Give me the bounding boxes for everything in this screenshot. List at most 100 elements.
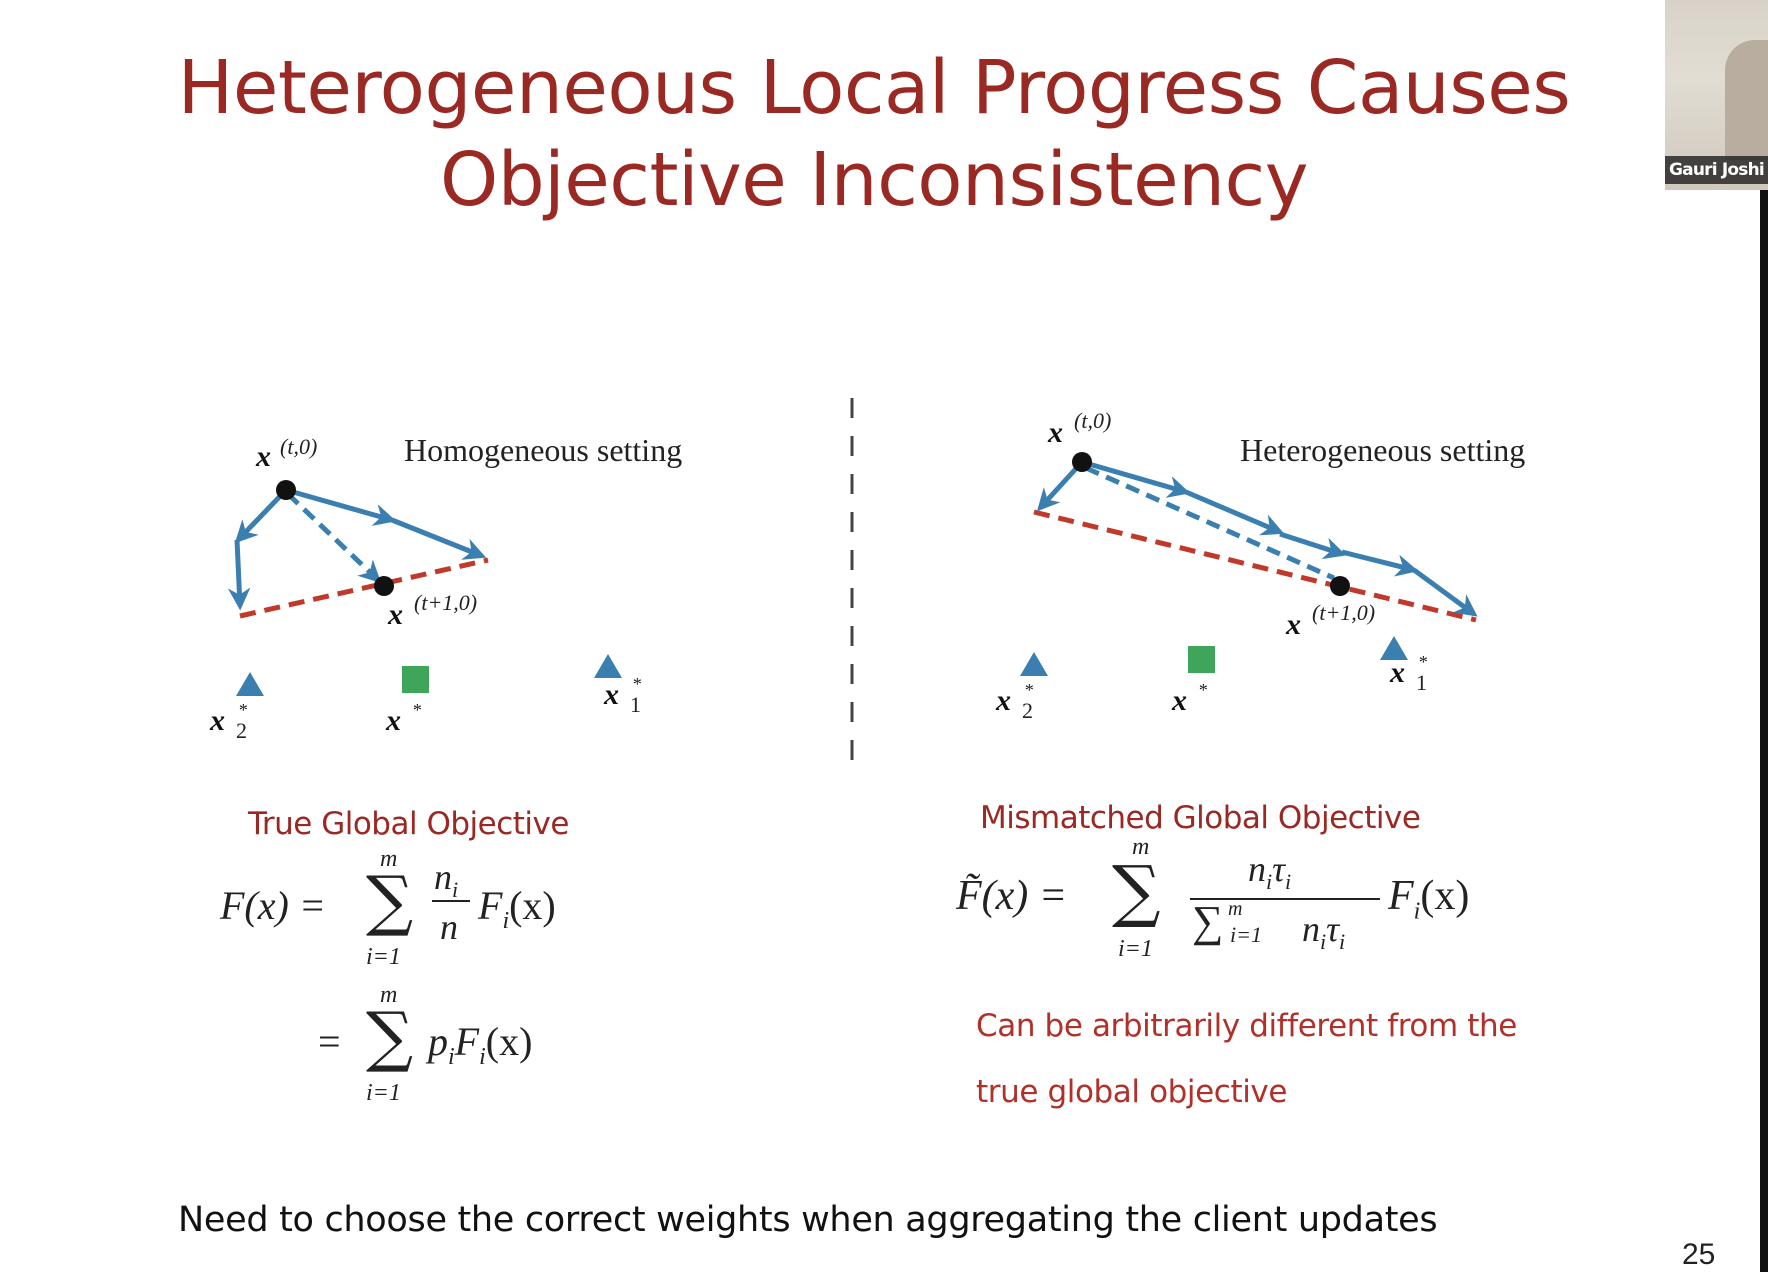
left-opt1-marker: [594, 654, 622, 678]
right-opt1-sup: *: [1418, 652, 1427, 672]
true-objective-term2-sub: i: [448, 1044, 455, 1070]
right-arrow: [1081, 459, 1191, 498]
mismatched-objective-lhs: F̃(x) =: [956, 873, 1068, 919]
left-global-label: x: [386, 704, 401, 737]
note-line2: true global objective: [976, 1074, 1288, 1110]
left-setting-label: Homogeneous setting: [404, 432, 683, 468]
diagram: [227, 398, 1478, 768]
right-opt2-sub: 2: [1022, 698, 1033, 723]
right-arrow: [1341, 549, 1419, 577]
left-arrow: [234, 488, 288, 544]
true-objective-sum-symbol: ∑: [366, 862, 414, 939]
webcam-thumbnail[interactable]: Gauri Joshi: [1665, 0, 1768, 190]
slide-title-line1: Heterogeneous Local Progress Causes: [177, 45, 1571, 131]
true-objective-sum2-top: m: [380, 982, 398, 1008]
mismatched-objective-frac-den-sub: i: [1320, 929, 1327, 955]
true-objective-sum-top: m: [380, 846, 398, 872]
true-objective-sum2-symbol: ∑: [366, 998, 414, 1075]
mismatched-objective-frac-num-sub: i: [1266, 869, 1273, 895]
left-start-sup: (t,0): [280, 434, 318, 459]
left-next-label: x: [388, 598, 403, 631]
left-next-point: [374, 576, 394, 596]
true-objective-frac-den: n: [440, 907, 458, 947]
left-opt1-sup: *: [632, 674, 641, 694]
right-next-label: x: [1286, 608, 1301, 641]
left-dashed-arrow: [286, 492, 382, 584]
left-opt2-label: x: [210, 704, 225, 737]
true-objective-term: Fi(x): [478, 883, 556, 934]
true-objective-term2: piFi(x): [428, 1019, 533, 1070]
left-opt2-marker: [236, 672, 264, 696]
mismatched-objective-frac-den-tau: τ: [1326, 909, 1340, 949]
left-opt2-sub: 2: [236, 718, 247, 743]
true-objective-frac-num: ni: [434, 857, 459, 903]
true-objective-term2-f: F: [454, 1019, 480, 1064]
right-arrow: [1036, 460, 1084, 512]
true-objective-term-sub: i: [502, 908, 510, 934]
mismatched-objective-den-sum-symbol: ∑: [1192, 897, 1224, 946]
slide-title: Heterogeneous Local Progress Causes Obje…: [0, 42, 1748, 226]
mismatched-objective-sum-top: m: [1132, 834, 1150, 860]
right-global-marker: [1188, 646, 1215, 673]
mismatched-objective-term: Fi(x): [1388, 873, 1470, 925]
right-global-sup: *: [1198, 680, 1207, 700]
true-objective-term-arg: (x): [509, 883, 556, 928]
true-objective-term2-arg: (x): [485, 1019, 533, 1064]
left-next-sup: (t+1,0): [414, 590, 478, 615]
mismatched-objective-frac-den-tau-sub: i: [1339, 929, 1346, 955]
slide-title-line2: Objective Inconsistency: [439, 137, 1309, 223]
left-panel-diagram: [227, 480, 622, 696]
mismatched-objective-den-sum-bottom: i=1: [1230, 922, 1262, 947]
mismatched-objective-den-sum-top: m: [1228, 898, 1243, 920]
left-opt1-sub: 1: [630, 692, 641, 717]
mismatched-objective-frac-den: niτi: [1302, 909, 1346, 955]
true-objective-frac-bar: [432, 900, 470, 902]
right-start-point: [1072, 452, 1092, 472]
mismatched-objective-sum-bottom: i=1: [1118, 936, 1153, 962]
mismatched-objective-label: Mismatched Global Objective: [980, 800, 1421, 836]
left-start-label: x: [256, 440, 271, 473]
mismatched-objective-frac-num: niτi: [1248, 849, 1292, 895]
right-global-label: x: [1172, 684, 1187, 717]
true-objective-sum2-bottom: i=1: [366, 1080, 401, 1106]
bottom-takeaway: Need to choose the correct weights when …: [178, 1200, 1438, 1240]
mismatched-objective-term-sub: i: [1413, 898, 1421, 925]
webcam-person: [1725, 40, 1768, 160]
true-objective-label: True Global Objective: [248, 806, 569, 842]
note-line1: Can be arbitrarily different from the: [976, 1008, 1517, 1044]
left-arrow: [227, 539, 251, 611]
left-global-sup: *: [412, 700, 421, 720]
right-opt1-label: x: [1390, 656, 1405, 689]
right-opt1-marker: [1380, 636, 1408, 660]
true-objective-term2-f-sub: i: [479, 1044, 486, 1070]
true-objective-sum-bottom: i=1: [366, 944, 401, 970]
right-opt1-sub: 1: [1416, 670, 1427, 695]
right-opt2-sup: *: [1024, 680, 1033, 700]
right-opt2-label: x: [996, 684, 1011, 717]
left-red-dashed-line: [239, 557, 489, 619]
right-start-sup: (t,0): [1074, 408, 1112, 433]
left-arrow: [391, 517, 487, 560]
right-panel-diagram: [1020, 452, 1478, 676]
mismatched-objective-sum-symbol: ∑: [1112, 852, 1161, 931]
right-opt2-marker: [1020, 652, 1048, 676]
mismatched-objective-frac-bar: [1190, 898, 1380, 900]
right-start-label: x: [1048, 416, 1063, 449]
page-number: 25: [1682, 1238, 1716, 1271]
left-arrow: [285, 487, 397, 526]
right-arrow: [1412, 567, 1478, 617]
left-start-point: [276, 480, 296, 500]
mismatched-objective-frac-num-tau-sub: i: [1285, 869, 1292, 895]
webcam-name: Gauri Joshi: [1665, 156, 1768, 184]
right-next-sup: (t+1,0): [1312, 600, 1376, 625]
right-next-point: [1330, 576, 1350, 596]
left-opt2-sup: *: [238, 700, 247, 720]
left-opt1-label: x: [604, 678, 619, 711]
left-global-marker: [402, 666, 429, 693]
right-arrow: [1185, 489, 1285, 536]
mismatched-objective-term-arg: (x): [1420, 873, 1470, 919]
true-objective-lhs: F(x) =: [220, 883, 326, 928]
true-objective-eq2: =: [318, 1019, 341, 1064]
true-objective-frac-num-sub: i: [452, 877, 459, 903]
